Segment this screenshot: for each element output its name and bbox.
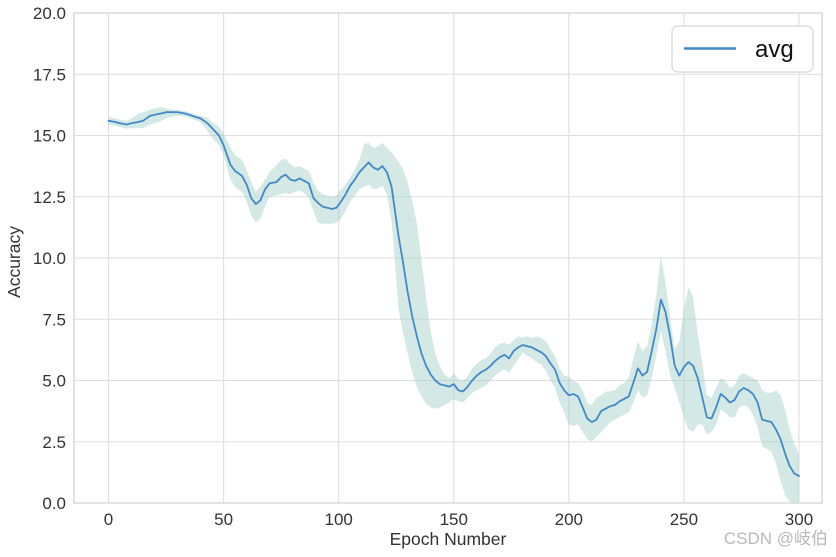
x-axis-label: Epoch Number xyxy=(390,529,507,549)
avg-line xyxy=(107,111,800,477)
svg-text:17.5: 17.5 xyxy=(33,65,66,84)
svg-text:7.5: 7.5 xyxy=(42,310,66,329)
svg-text:200: 200 xyxy=(555,510,583,529)
legend-label: avg xyxy=(755,36,794,63)
y-tick-labels: 0.0 2.5 5.0 7.5 10.0 12.5 15.0 17.5 20.0 xyxy=(33,4,66,513)
svg-text:100: 100 xyxy=(324,510,352,529)
legend-box xyxy=(671,25,814,73)
svg-text:300: 300 xyxy=(785,510,813,529)
svg-text:2.5: 2.5 xyxy=(42,433,66,452)
y-axis-label: Accuracy xyxy=(4,226,24,298)
svg-text:12.5: 12.5 xyxy=(33,188,66,207)
svg-text:150: 150 xyxy=(440,510,468,529)
plot-border xyxy=(73,12,823,504)
svg-text:250: 250 xyxy=(670,510,698,529)
x-tick-labels: 0 50 100 150 200 250 300 xyxy=(104,510,813,529)
svg-text:0: 0 xyxy=(104,510,113,529)
svg-text:50: 50 xyxy=(214,510,233,529)
svg-text:10.0: 10.0 xyxy=(33,249,66,268)
watermark: CSDN @岐伯 xyxy=(724,529,828,548)
confidence-band xyxy=(108,107,799,504)
svg-text:15.0: 15.0 xyxy=(33,127,66,146)
svg-text:20.0: 20.0 xyxy=(33,4,66,23)
svg-text:0.0: 0.0 xyxy=(42,494,66,513)
svg-text:5.0: 5.0 xyxy=(42,372,66,391)
legend: avg xyxy=(671,25,814,73)
